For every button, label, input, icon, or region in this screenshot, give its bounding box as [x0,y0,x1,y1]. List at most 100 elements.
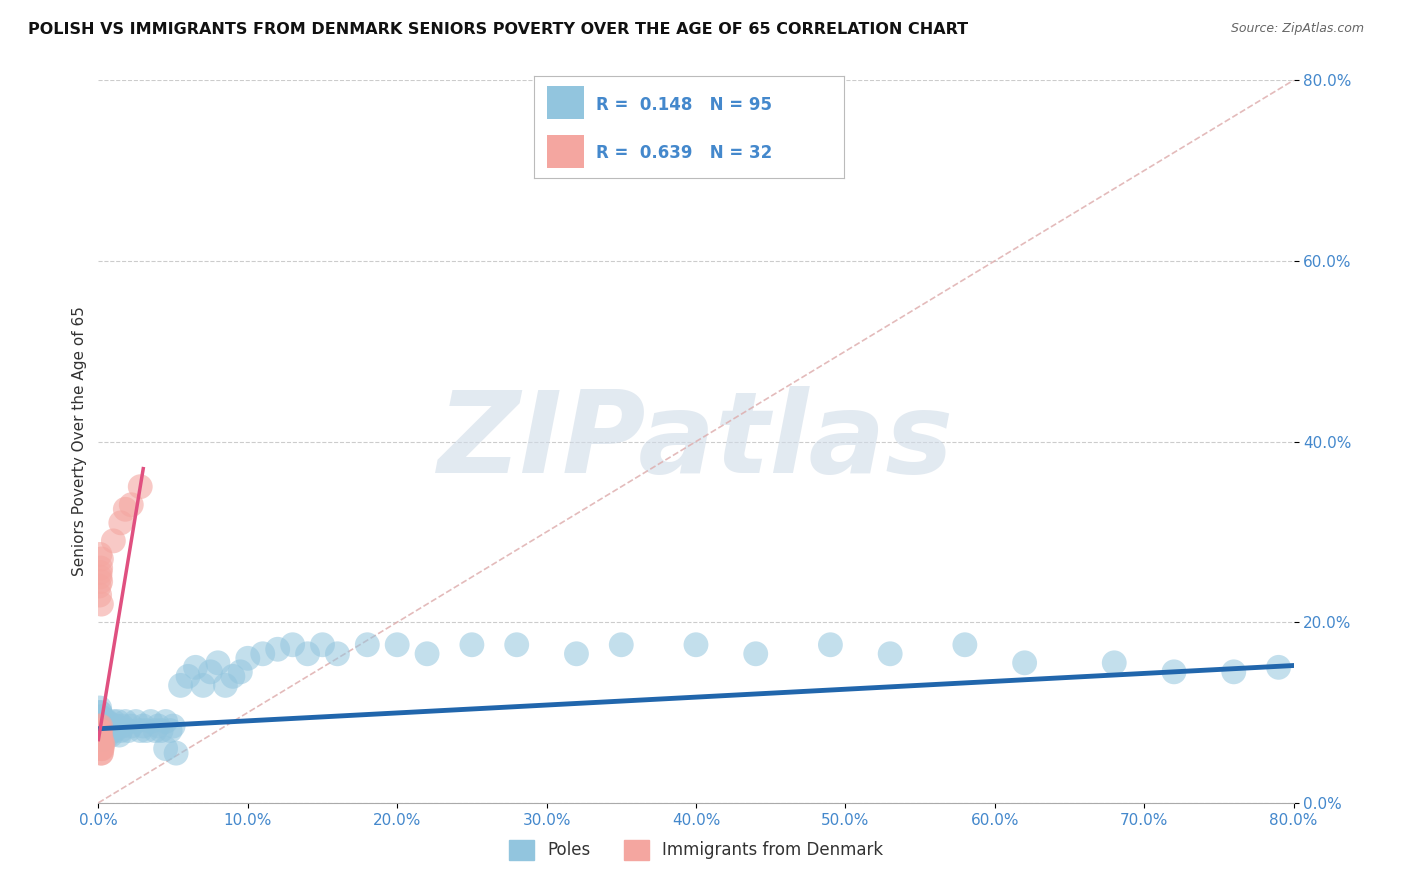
Point [89,570,111,584]
Point [90,597,112,611]
Point [90,746,112,760]
Point [89,723,111,738]
Point [132,719,155,733]
Point [297,647,319,661]
Point [90,732,112,747]
Point [114,714,136,729]
Point [90,723,112,738]
Point [90,714,112,729]
Point [90,723,112,738]
Point [91,737,114,751]
Point [93,723,115,738]
Point [685,638,707,652]
Point [89,728,111,742]
Point [356,638,378,652]
Point [94,714,117,729]
Point [820,638,842,652]
Text: R =  0.148   N = 95: R = 0.148 N = 95 [596,95,772,113]
Point [104,723,127,738]
Point [120,498,142,512]
Point [610,638,633,652]
Point [98,723,122,738]
Point [90,728,112,742]
Point [94,719,117,733]
Point [103,714,125,729]
Point [184,660,207,674]
Point [159,723,181,738]
Point [1223,665,1246,679]
Point [89,728,111,742]
Point [416,647,439,661]
Point [89,723,111,738]
Point [108,728,131,742]
Bar [547,136,583,168]
Point [91,737,114,751]
Point [252,647,274,661]
Point [90,719,112,733]
Point [105,719,128,733]
Point [89,719,111,733]
Point [177,669,200,683]
Point [93,728,115,742]
Point [90,746,112,760]
Point [96,719,118,733]
Point [98,719,121,733]
Point [89,588,111,602]
Point [155,714,177,729]
Point [89,732,111,747]
Point [94,723,117,738]
Point [565,647,588,661]
Point [89,706,111,720]
Point [91,728,114,742]
Point [90,741,112,756]
Y-axis label: Seniors Poverty Over the Age of 65: Seniors Poverty Over the Age of 65 [72,307,87,576]
Point [90,552,112,566]
Point [90,741,112,756]
Point [207,656,229,670]
Point [111,719,134,733]
Point [96,723,118,738]
Point [879,647,901,661]
Point [93,719,115,733]
Point [236,651,259,665]
Point [89,701,111,715]
Point [91,741,114,756]
Point [506,638,529,652]
Point [385,638,409,652]
Text: POLISH VS IMMIGRANTS FROM DENMARK SENIORS POVERTY OVER THE AGE OF 65 CORRELATION: POLISH VS IMMIGRANTS FROM DENMARK SENIOR… [28,22,969,37]
Point [326,647,349,661]
Point [114,502,136,516]
Point [91,728,114,742]
Point [150,723,173,738]
Point [107,714,129,729]
Point [89,728,111,742]
Point [139,714,162,729]
Point [90,714,112,729]
Text: R =  0.639   N = 32: R = 0.639 N = 32 [596,144,772,161]
Point [96,714,118,729]
Point [110,723,132,738]
Point [120,719,142,733]
Point [461,638,484,652]
Point [89,706,111,720]
Legend: Poles, Immigrants from Denmark: Poles, Immigrants from Denmark [502,833,890,867]
Point [91,732,114,747]
Point [229,665,252,679]
Point [129,723,152,738]
Point [129,480,152,494]
Point [89,723,111,738]
Point [101,723,124,738]
Point [165,746,187,760]
Point [143,723,166,738]
Point [169,678,191,692]
Point [98,719,122,733]
Point [148,719,170,733]
Point [91,728,114,742]
Point [311,638,333,652]
Point [93,723,115,738]
Point [125,714,148,729]
Point [103,533,125,548]
Point [281,638,304,652]
Point [89,719,111,733]
Point [97,719,120,733]
